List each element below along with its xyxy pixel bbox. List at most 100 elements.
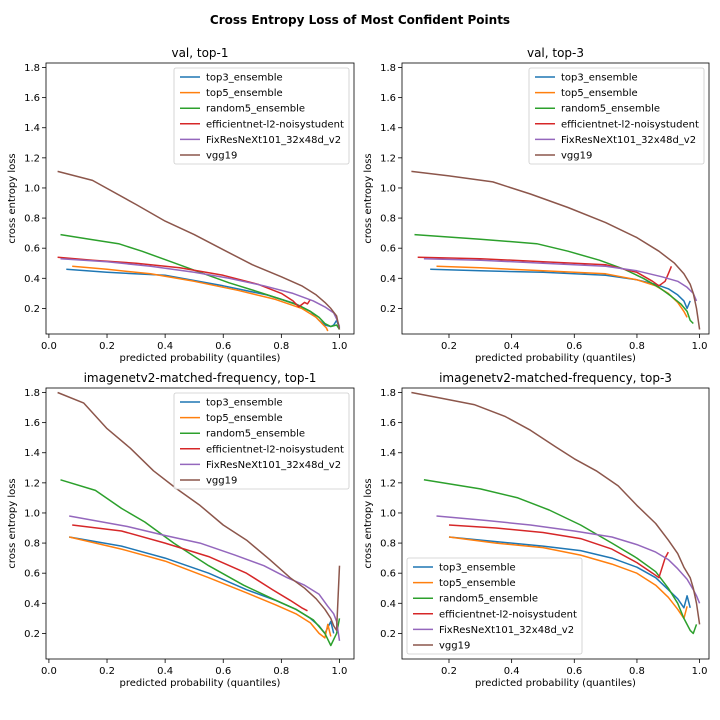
x-tick-label: 0.0 — [41, 666, 57, 677]
y-tick-label: 0.6 — [24, 244, 40, 255]
panel-title: imagenetv2-matched-frequency, top-1 — [84, 371, 317, 385]
legend: top3_ensemble top5_ensemble random5_ensemb… — [528, 67, 705, 165]
series-line-top3_ensemble — [448, 536, 691, 609]
y-tick-label: 0.8 — [24, 539, 40, 550]
legend-entry: vgg19 — [439, 641, 470, 652]
legend-box — [406, 557, 583, 655]
legend-entry: random5_ensemble — [206, 429, 305, 440]
x-tick-label: 0.6 — [566, 341, 582, 352]
y-tick-label: 1.2 — [380, 153, 396, 164]
legend-entry: top5_ensemble — [206, 413, 283, 424]
y-tick-label: 0.4 — [24, 274, 40, 285]
y-tick-label: 0.8 — [24, 214, 40, 225]
plot-frame — [401, 62, 710, 335]
series-line-top3_ensemble — [69, 536, 335, 635]
panel-title: val, top-1 — [171, 46, 228, 60]
series-line-top5_ensemble — [436, 265, 688, 318]
legend-entry: top5_ensemble — [561, 88, 638, 99]
plot-frame — [45, 387, 355, 660]
x-tick-label: 0.4 — [157, 666, 173, 677]
y-tick-label: 1.6 — [24, 418, 40, 429]
y-tick-label: 1.0 — [24, 508, 40, 519]
legend-box — [528, 67, 705, 165]
legend-entry: top5_ensemble — [439, 578, 516, 589]
y-tick-label: 0.2 — [24, 304, 40, 315]
x-tick-label: 1.0 — [692, 666, 708, 677]
y-tick-label: 1.2 — [380, 478, 396, 489]
x-tick-label: 0.6 — [215, 666, 231, 677]
chart-panel-3: imagenetv2-matched-frequency, top-1 0.0 0.… — [7, 371, 355, 689]
chart-panel-1: val, top-1 0.0 0.2 0.4 0.6 0.8 1.0 0.2 0.4 0.6 0.8… — [7, 46, 355, 364]
x-tick-label: 0.6 — [566, 666, 582, 677]
series-line-random5_ensemble — [414, 233, 694, 325]
legend-entry: top3_ensemble — [206, 73, 283, 84]
legend-entry: FixResNeXt101_32x48d_v2 — [206, 460, 341, 471]
x-tick-label: 0.2 — [99, 666, 115, 677]
y-tick-label: 1.6 — [380, 93, 396, 104]
x-tick-label: 0.4 — [504, 341, 520, 352]
series-line-top5_ensemble — [72, 265, 329, 332]
series-line-efficientnet-l2-noisystudent — [448, 524, 669, 579]
series-line-top5_ensemble — [69, 536, 332, 639]
y-tick-label: 1.2 — [24, 478, 40, 489]
series-line-vgg19 — [411, 391, 701, 625]
x-axis-label: predicted probability (quantiles) — [120, 678, 281, 689]
x-tick-label: 0.8 — [629, 341, 645, 352]
legend-entry: vgg19 — [206, 476, 237, 487]
x-tick-label: 0.8 — [273, 341, 289, 352]
legend-entry: vgg19 — [561, 151, 592, 162]
y-tick-label: 0.4 — [24, 599, 40, 610]
y-tick-label: 0.2 — [380, 629, 396, 640]
legend-entry: top3_ensemble — [439, 563, 516, 574]
y-tick-label: 1.8 — [24, 388, 40, 399]
legend-box — [173, 392, 350, 490]
plot-frame — [401, 387, 710, 660]
y-tick-label: 1.4 — [24, 448, 40, 459]
series-line-random5_ensemble — [60, 233, 341, 330]
y-tick-label: 0.2 — [380, 304, 396, 315]
y-tick-label: 0.6 — [24, 569, 40, 580]
series-line-random5_ensemble — [423, 479, 698, 635]
legend-entry: efficientnet-l2-noisystudent — [561, 119, 699, 130]
series-line-FixResNeXt101_32x48d_v2 — [69, 515, 341, 642]
chart-panel-4: imagenetv2-matched-frequency, top-3 0.2 0.… — [363, 371, 710, 689]
series-line-top5_ensemble — [448, 536, 688, 620]
x-tick-label: 0.8 — [629, 666, 645, 677]
legend: top3_ensemble top5_ensemble random5_ensemb… — [173, 67, 350, 165]
y-tick-label: 0.4 — [380, 274, 396, 285]
y-tick-label: 1.6 — [24, 93, 40, 104]
y-tick-label: 0.6 — [380, 569, 396, 580]
y-tick-label: 1.4 — [380, 448, 396, 459]
legend-entry: random5_ensemble — [561, 104, 660, 115]
y-tick-label: 1.0 — [24, 183, 40, 194]
x-tick-label: 0.2 — [99, 341, 115, 352]
y-tick-label: 0.2 — [24, 629, 40, 640]
y-tick-label: 1.8 — [24, 63, 40, 74]
panel-title: imagenetv2-matched-frequency, top-3 — [439, 371, 672, 385]
y-tick-label: 0.4 — [380, 599, 396, 610]
x-tick-label: 0.4 — [504, 666, 520, 677]
y-tick-label: 1.8 — [380, 63, 396, 74]
legend: top3_ensemble top5_ensemble random5_ensemb… — [173, 392, 350, 490]
y-axis-label: cross entropy loss — [7, 478, 18, 568]
legend-entry: vgg19 — [206, 151, 237, 162]
series-line-random5_ensemble — [60, 479, 341, 647]
x-tick-label: 0.4 — [157, 341, 173, 352]
series-line-FixResNeXt101_32x48d_v2 — [423, 257, 698, 302]
legend-entry: top3_ensemble — [206, 398, 283, 409]
legend-entry: efficientnet-l2-noisystudent — [206, 119, 344, 130]
y-tick-label: 1.2 — [24, 153, 40, 164]
y-tick-label: 1.4 — [24, 123, 40, 134]
legend-entry: random5_ensemble — [206, 104, 305, 115]
panel-title: val, top-3 — [527, 46, 584, 60]
y-axis-label: cross entropy loss — [363, 478, 374, 568]
x-axis-label: predicted probability (quantiles) — [475, 353, 636, 364]
series-line-efficientnet-l2-noisystudent — [72, 524, 308, 612]
x-tick-label: 0.6 — [215, 341, 231, 352]
chart-panel-2: val, top-3 0.2 0.4 0.6 0.8 1.0 0.2 0.4 0.6 0.8 1.0… — [363, 46, 710, 364]
x-tick-label: 0.2 — [441, 666, 457, 677]
x-tick-label: 0.0 — [41, 341, 57, 352]
y-tick-label: 1.8 — [380, 388, 396, 399]
legend-entry: top3_ensemble — [561, 73, 638, 84]
